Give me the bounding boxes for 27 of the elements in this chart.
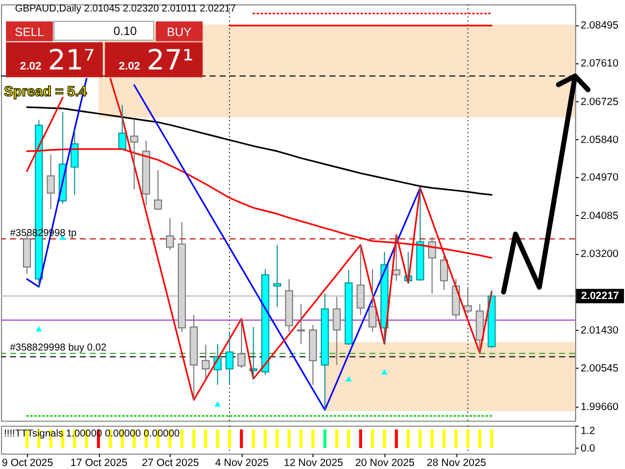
- annotation: 2.02 21⁷: [20, 43, 95, 76]
- ref-line-label: #358829998 buy 0.02: [10, 342, 107, 354]
- x-tick-label: 4 Nov 2025: [215, 458, 269, 469]
- annotation: 0.10: [113, 24, 138, 38]
- x-tick-label: 9 Oct 2025: [2, 458, 54, 469]
- y-tick-label: 1.2: [580, 426, 596, 438]
- y-tick-label: 2.04970: [580, 172, 619, 184]
- annotation: BUY: [166, 24, 192, 39]
- y-tick-label: 2.01430: [580, 326, 619, 336]
- ref-line-label: 2.02217: [581, 291, 620, 302]
- y-tick-label: 2.00545: [580, 364, 619, 375]
- y-tick-label: 2.03200: [580, 249, 619, 260]
- x-tick-label: 20 Nov 2025: [355, 458, 415, 469]
- y-tick-label: 2.08495: [580, 20, 619, 32]
- y-tick-label: 1.99660: [580, 402, 619, 413]
- y-tick-label: 2.07610: [580, 58, 619, 70]
- x-tick-label: 12 Nov 2025: [284, 458, 344, 469]
- annotation: SELL: [14, 24, 44, 39]
- y-tick-label: 2.04085: [580, 210, 619, 222]
- y-tick-label: 2.05840: [580, 135, 619, 146]
- x-tick-label: 17 Oct 2025: [70, 458, 128, 469]
- y-tick-label: 2.06725: [580, 96, 619, 108]
- annotation: 2.02 27¹: [118, 43, 194, 76]
- chart-title: GBPAUD,Daily 2.01045 2.02320 2.01011 2.02217: [14, 3, 236, 14]
- y-tick-label: 0.0: [580, 444, 596, 455]
- x-tick-label: 28 Nov 2025: [426, 458, 486, 469]
- x-tick-label: 27 Oct 2025: [142, 458, 200, 469]
